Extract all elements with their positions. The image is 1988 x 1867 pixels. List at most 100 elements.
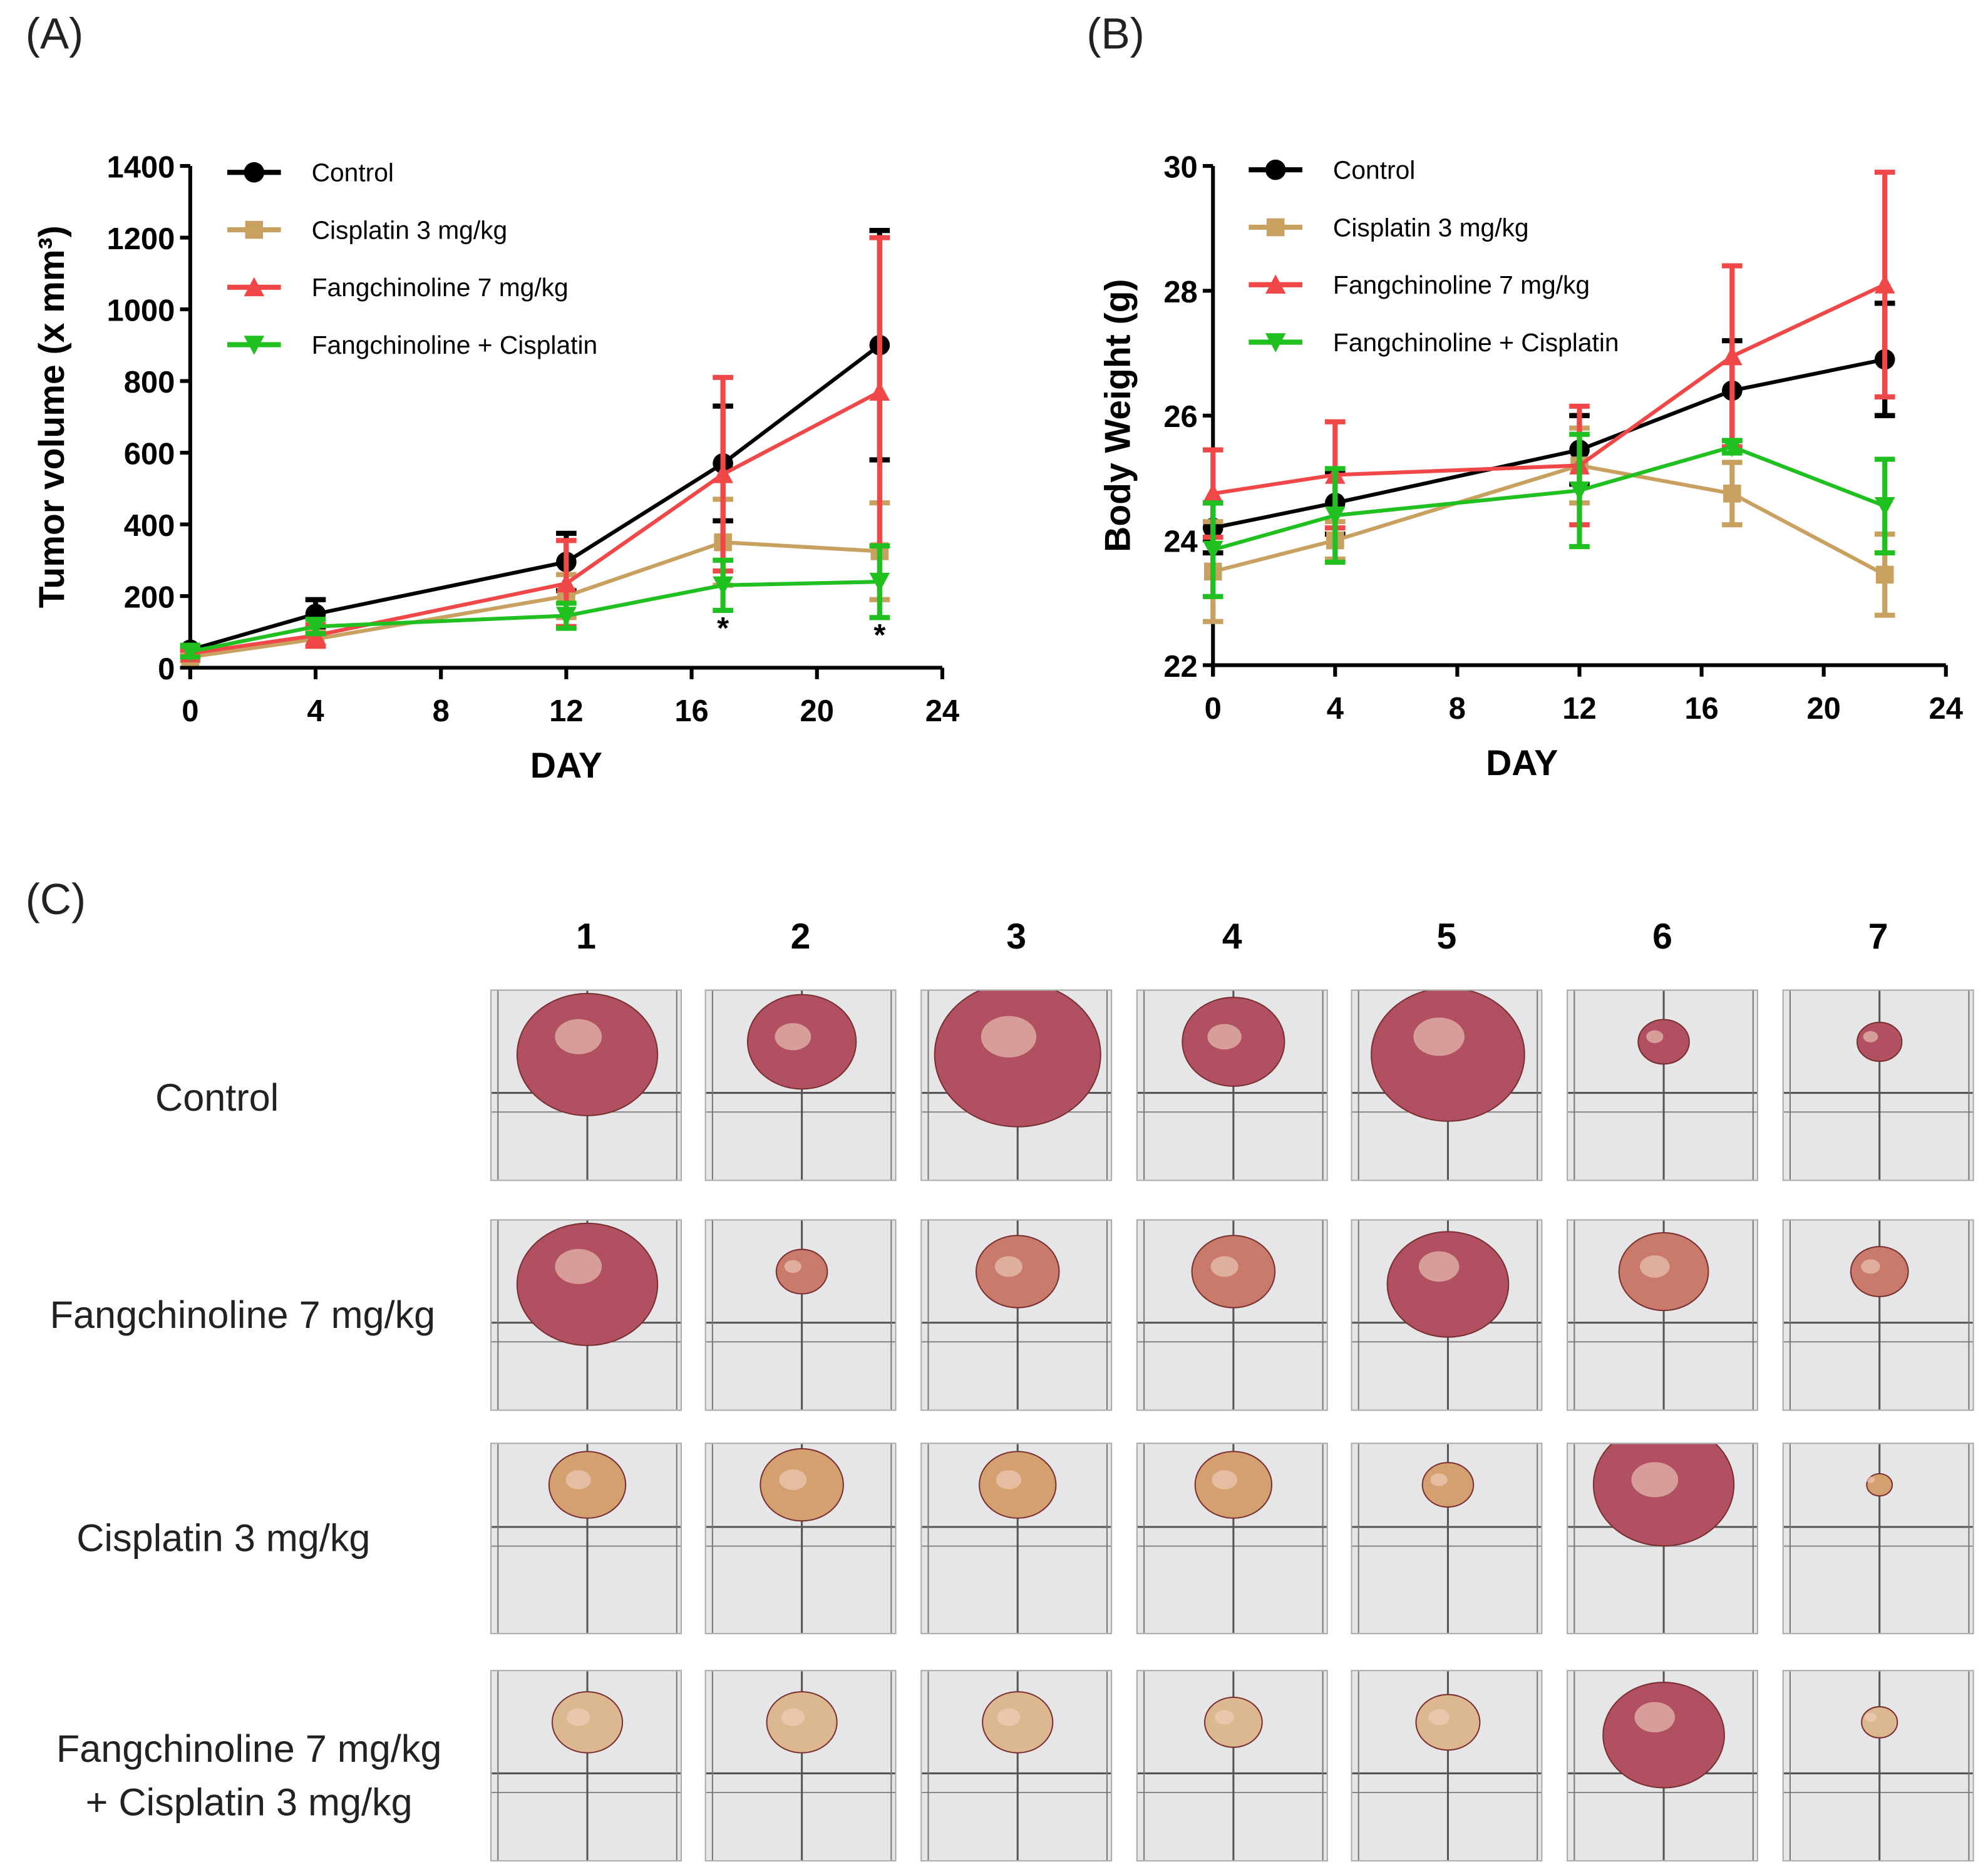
x-tick-label: 12 <box>1562 692 1596 726</box>
series-line <box>1212 282 1886 496</box>
y-tick-label: 28 <box>1163 275 1197 309</box>
row-label: Cisplatin 3 mg/kg <box>76 1518 371 1560</box>
y-tick-label: 1200 <box>106 222 175 256</box>
column-label: 3 <box>1006 917 1027 957</box>
tumor-photo <box>920 1443 1113 1635</box>
y-tick-label: 24 <box>1163 525 1197 558</box>
data-point <box>1202 540 1223 560</box>
tumor-photo <box>490 989 682 1181</box>
series-line <box>1212 357 1885 530</box>
tumor-photo <box>1782 989 1974 1181</box>
data-point <box>1325 506 1346 526</box>
tumor-photo <box>1351 1219 1543 1411</box>
series-line <box>190 390 881 656</box>
data-point <box>556 573 577 593</box>
tumor-photo <box>1782 1443 1974 1635</box>
tumor-photo <box>1136 989 1328 1181</box>
y-tick-label: 600 <box>124 437 175 471</box>
legend-marker <box>244 162 265 183</box>
series-line <box>189 343 881 652</box>
x-tick-label: 8 <box>1449 692 1466 726</box>
x-axis-label: DAY <box>530 746 602 786</box>
legend-marker <box>1265 274 1286 294</box>
x-axis-label: DAY <box>1486 743 1558 783</box>
data-point <box>713 464 733 483</box>
tumor-photo <box>920 1670 1113 1862</box>
tumor-photo <box>704 989 897 1181</box>
tumor-photo <box>704 1670 897 1862</box>
tumor-photo <box>1351 1443 1543 1635</box>
series-3 <box>180 543 890 662</box>
significance-marker: * <box>873 619 885 652</box>
series-3 <box>1202 431 1895 599</box>
x-tick-label: 4 <box>307 694 324 728</box>
y-tick-label: 200 <box>124 580 175 614</box>
x-tick-label: 20 <box>1806 692 1840 726</box>
body-weight-chart: 22 24 26 28 30 0 4 8 12 16 20 24 DAY Body Weight (g) C… <box>1098 150 1963 783</box>
data-point <box>869 572 890 592</box>
row-label: Fangchinoline 7 mg/kg <box>49 1294 436 1337</box>
row-label: Control <box>155 1078 279 1120</box>
data-point <box>1722 346 1743 366</box>
x-tick-label: 24 <box>925 694 959 728</box>
legend-label: Control <box>312 158 394 187</box>
panel-label-a: (A) <box>25 10 84 59</box>
x-tick-label: 24 <box>1929 692 1963 726</box>
y-tick-label: 26 <box>1163 400 1197 434</box>
tumor-photo <box>704 1219 897 1411</box>
legend-marker <box>244 336 265 355</box>
column-label: 7 <box>1868 917 1888 957</box>
tumor-photo <box>490 1670 682 1862</box>
tumor-photo <box>1136 1219 1328 1411</box>
y-axis-label: Body Weight (g) <box>1098 279 1138 552</box>
column-label: 1 <box>576 917 596 957</box>
data-point <box>305 617 326 637</box>
legend-label: Fangchinoline 7 mg/kg <box>1333 270 1590 299</box>
data-point <box>1569 481 1590 501</box>
legend-marker <box>1265 333 1286 352</box>
panel-label-c: (C) <box>25 875 86 925</box>
tumor-photo <box>1567 1670 1758 1862</box>
tumor-photo <box>1136 1670 1328 1862</box>
column-label: 2 <box>790 917 811 957</box>
tumor-photo <box>1567 1219 1758 1411</box>
x-tick-label: 16 <box>1684 692 1718 726</box>
tumor-photo <box>1567 989 1758 1181</box>
tumor-photo <box>1351 989 1543 1181</box>
y-tick-label: 800 <box>124 366 175 399</box>
x-tick-label: 16 <box>674 694 708 728</box>
y-tick-label: 22 <box>1163 650 1197 684</box>
x-tick-label: 4 <box>1327 692 1344 726</box>
panel-label-b: (B) <box>1086 10 1145 59</box>
legend-label: Control <box>1333 155 1415 184</box>
data-point <box>713 576 733 596</box>
y-tick-label: 0 <box>158 652 175 686</box>
tumor-photo <box>1136 1443 1328 1635</box>
legend-marker <box>1266 218 1285 237</box>
legend-label: Cisplatin 3 mg/kg <box>312 215 508 244</box>
tumor-photo <box>920 1219 1113 1411</box>
row-label: Fangchinoline 7 mg/kg + Cisplatin 3 mg/k… <box>56 1729 442 1825</box>
tumor-volume-chart: 0 200 400 600 800 1000 1200 1400 0 4 8 12 16 20 24 DAY T… <box>32 150 959 786</box>
tumor-photo <box>704 1443 897 1635</box>
data-point <box>869 381 890 401</box>
series-line <box>1212 445 1886 552</box>
legend-marker <box>244 277 265 297</box>
legend-marker <box>245 220 264 239</box>
tumor-photo <box>490 1219 682 1411</box>
tumor-photo <box>490 1443 682 1635</box>
data-point <box>556 607 577 626</box>
legend-marker <box>1265 159 1286 180</box>
tumor-photo <box>1567 1443 1758 1635</box>
legend-label: Fangchinoline + Cisplatin <box>312 331 598 359</box>
y-tick-label: 30 <box>1163 150 1197 184</box>
data-point <box>1723 485 1741 503</box>
column-label: 6 <box>1652 917 1672 957</box>
column-label: 5 <box>1436 917 1457 957</box>
data-point <box>1874 497 1895 517</box>
tumor-photo <box>1351 1670 1543 1862</box>
column-label: 4 <box>1222 917 1242 957</box>
y-tick-label: 1400 <box>106 150 175 184</box>
x-tick-label: 0 <box>182 694 198 728</box>
